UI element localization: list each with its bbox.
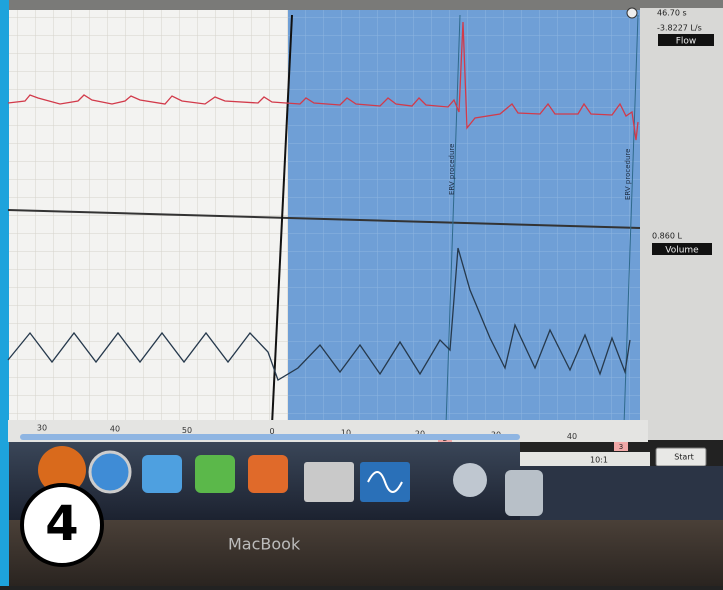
flow-readout: -3.8227 L/s bbox=[657, 24, 702, 33]
dock bbox=[520, 466, 723, 520]
bezel bbox=[9, 520, 723, 586]
excel-icon[interactable] bbox=[195, 455, 235, 493]
safari-icon[interactable] bbox=[90, 452, 130, 492]
plot-selected bbox=[288, 8, 640, 420]
mail-icon[interactable] bbox=[453, 463, 487, 497]
x-tick-label: 50 bbox=[182, 426, 192, 435]
options-button[interactable] bbox=[627, 8, 637, 18]
screenshot: ERV procedure ERV procedure 46.70 s -3.8… bbox=[0, 0, 723, 586]
volume-title: Volume bbox=[665, 246, 699, 256]
powerpoint-icon[interactable] bbox=[248, 455, 288, 493]
top-edge bbox=[0, 0, 723, 10]
channel-panel bbox=[640, 8, 723, 440]
system-icon[interactable] bbox=[304, 462, 354, 502]
time-readout: 46.70 s bbox=[657, 9, 687, 18]
comment-label: ERV procedure bbox=[624, 149, 632, 200]
zoom-level[interactable]: 10:1 bbox=[590, 456, 608, 465]
x-tick-label: 40 bbox=[110, 425, 120, 434]
left-border bbox=[0, 0, 9, 586]
marker-label: 3 bbox=[619, 443, 623, 451]
bezel-label: MacBook bbox=[228, 535, 301, 554]
step-number: 4 bbox=[45, 496, 78, 552]
page: {"toolbar": {"time": "46.70 s", "flow_va… bbox=[0, 0, 723, 586]
comment-label: ERV procedure bbox=[448, 144, 456, 195]
scroll-bar[interactable] bbox=[20, 434, 520, 440]
x-tick-label: 40 bbox=[567, 432, 577, 441]
trash-icon[interactable] bbox=[505, 470, 543, 516]
volume-readout: 0.860 L bbox=[652, 232, 682, 241]
start-label: Start bbox=[674, 453, 694, 462]
word-icon[interactable] bbox=[142, 455, 182, 493]
flow-title: Flow bbox=[676, 37, 697, 47]
zoom-controls bbox=[520, 452, 650, 466]
x-tick-label: 30 bbox=[37, 424, 47, 433]
